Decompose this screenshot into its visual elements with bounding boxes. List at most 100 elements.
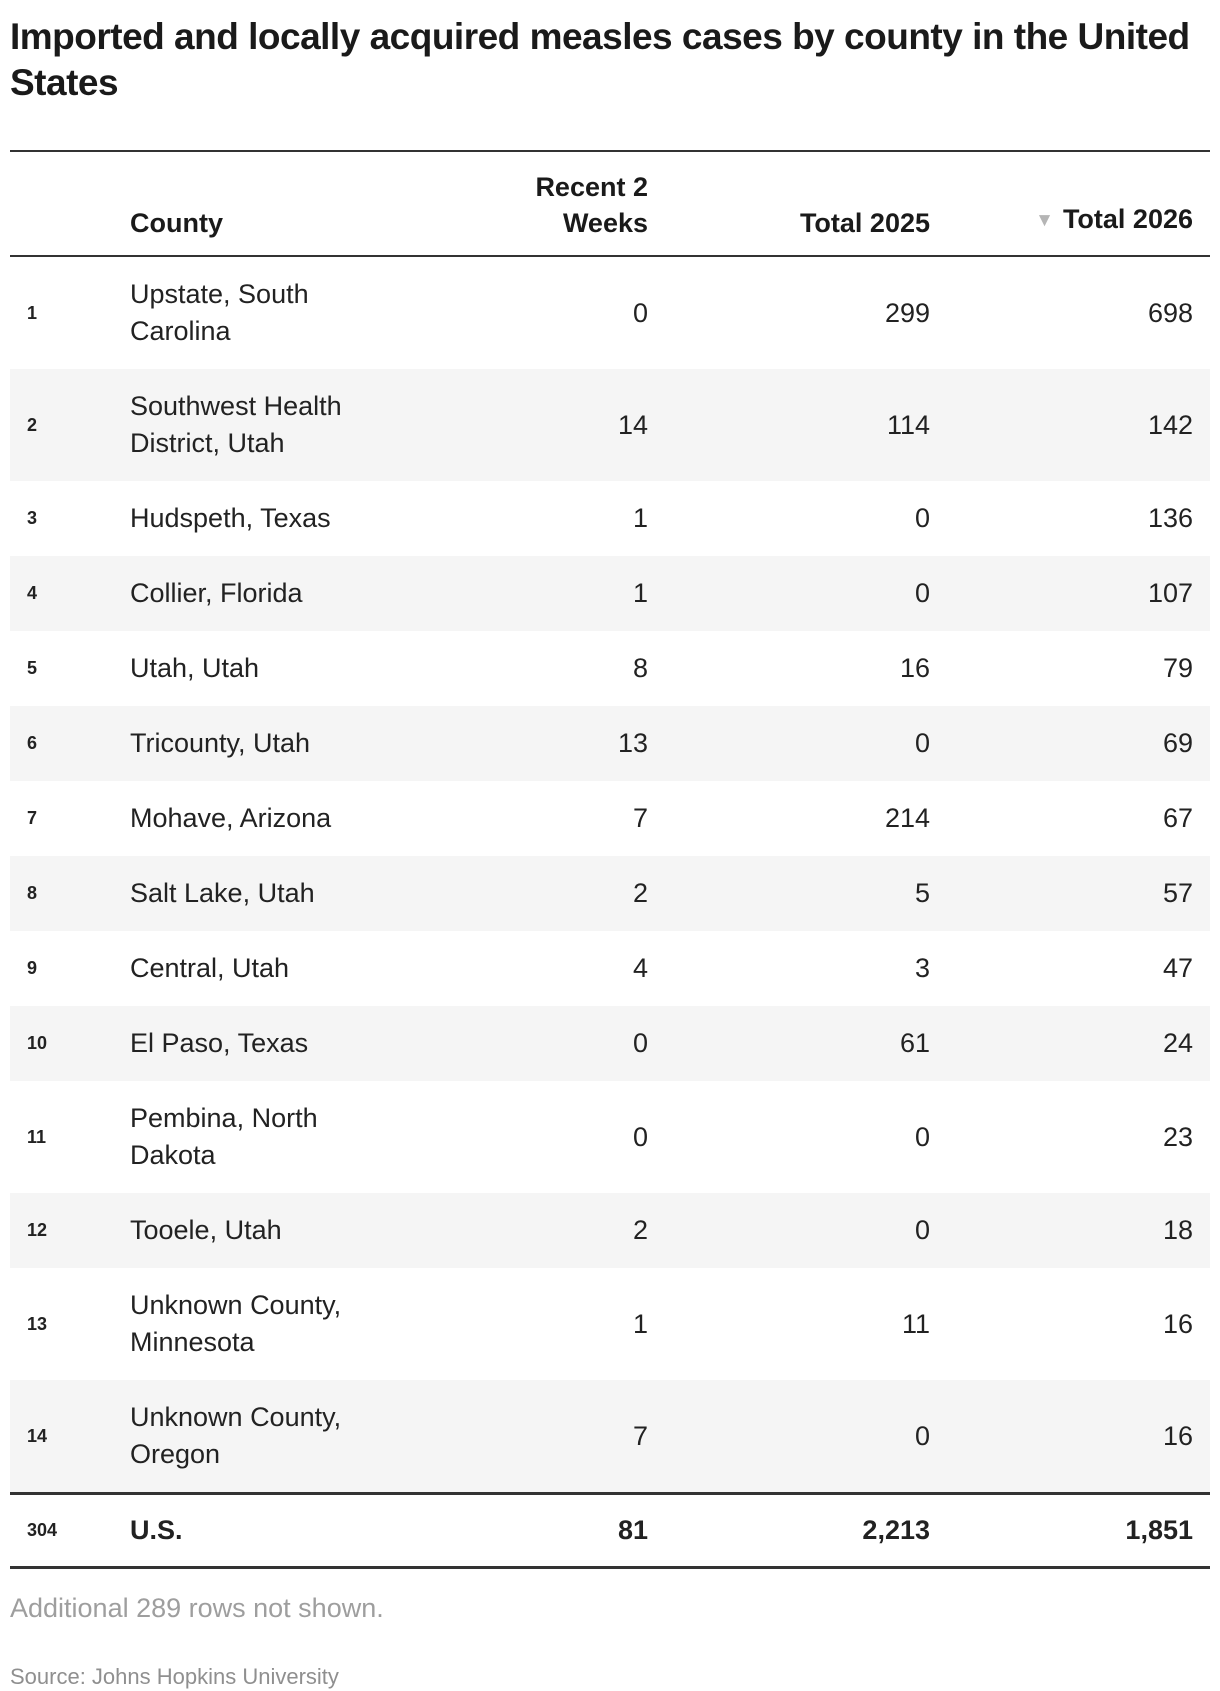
- table-row: 1 Upstate, South Carolina 0 299 698: [10, 256, 1210, 369]
- county-name: Salt Lake, Utah: [130, 878, 315, 908]
- table-row: 13 Unknown County, Minnesota 1 11 16: [10, 1268, 1210, 1380]
- table-row: 11 Pembina, North Dakota 0 0 23: [10, 1081, 1210, 1193]
- total-2026-cell: 23: [1162, 1121, 1193, 1152]
- column-header-total-2026[interactable]: ▼ Total 2026: [947, 150, 1210, 257]
- total-2026-cell: 142: [1147, 409, 1193, 440]
- table-row: 12 Tooele, Utah 2 0 18: [10, 1193, 1210, 1268]
- table-row: 2 Southwest Health District, Utah 14 114…: [10, 369, 1210, 481]
- row-index: 4: [27, 583, 38, 603]
- source-attribution: Source: Johns Hopkins University: [10, 1664, 339, 1689]
- total-2025-cell: 0: [914, 503, 930, 533]
- county-cell: Utah, Utah: [120, 631, 420, 706]
- recent-2-weeks-cell: 8: [632, 653, 648, 683]
- table-header: County Recent 2 Weeks Total 2025 ▼ Total …: [10, 150, 1210, 257]
- recent-2-weeks-cell: 7: [632, 1420, 648, 1451]
- total-2025-cell: 114: [886, 409, 930, 440]
- row-index: 14: [27, 1425, 48, 1446]
- county-cell: Unknown County, Minnesota: [120, 1268, 420, 1380]
- total-2025-cell: 299: [884, 297, 930, 328]
- row-index: 8: [27, 883, 38, 903]
- county-name: Tricounty, Utah: [130, 728, 311, 758]
- county-name: Tooele, Utah: [130, 1215, 282, 1245]
- rows-not-shown-note: Additional 289 rows not shown.: [10, 1593, 384, 1623]
- column-header-recent-2-weeks[interactable]: Recent 2 Weeks: [420, 150, 665, 257]
- column-header-county[interactable]: County: [120, 150, 420, 257]
- total-2025-cell: 0: [914, 578, 930, 608]
- column-header-total-2025[interactable]: Total 2025: [665, 150, 947, 257]
- county-cell: Tricounty, Utah: [120, 706, 420, 781]
- total-recent-2-weeks: 81: [420, 1492, 665, 1569]
- page: Imported and locally acquired measles ca…: [0, 14, 1220, 1691]
- page-title: Imported and locally acquired measles ca…: [10, 16, 1190, 103]
- row-index: 5: [27, 658, 38, 678]
- table-row: 7 Mohave, Arizona 7 214 67: [10, 781, 1210, 856]
- column-header-total-2026-label: Total 2026: [1062, 204, 1193, 234]
- county-name: Collier, Florida: [130, 578, 303, 608]
- total-2025-cell: 5: [914, 878, 930, 908]
- total-2025-cell: 3: [914, 953, 930, 983]
- county-name: Upstate, South Carolina: [130, 279, 309, 346]
- row-index: 6: [27, 733, 38, 753]
- county-name: Hudspeth, Texas: [130, 503, 331, 533]
- total-2025-sum: 2,213: [665, 1492, 947, 1569]
- total-2026-cell: 24: [1162, 1028, 1193, 1058]
- measles-cases-table: County Recent 2 Weeks Total 2025 ▼ Total …: [10, 150, 1210, 1569]
- row-index: 2: [27, 414, 38, 435]
- total-2026-cell: 47: [1162, 953, 1193, 983]
- us-total-row: 304 U.S. 81 2,213 1,851: [10, 1492, 1210, 1569]
- county-cell: El Paso, Texas: [120, 1006, 420, 1081]
- recent-2-weeks-cell: 2: [632, 878, 648, 908]
- county-cell: Mohave, Arizona: [120, 781, 420, 856]
- total-2026-cell: 67: [1162, 803, 1193, 833]
- county-name: Southwest Health District, Utah: [130, 391, 342, 458]
- county-cell: Central, Utah: [120, 931, 420, 1006]
- total-row-label: U.S.: [120, 1492, 420, 1569]
- table-row: 3 Hudspeth, Texas 1 0 136: [10, 481, 1210, 556]
- county-name: Mohave, Arizona: [130, 803, 332, 833]
- row-index: 11: [27, 1126, 47, 1147]
- total-2026-sum: 1,851: [947, 1492, 1210, 1569]
- column-header-recent-label: Recent 2 Weeks: [535, 172, 648, 238]
- county-name: Central, Utah: [130, 953, 290, 983]
- row-index: 12: [27, 1220, 48, 1240]
- total-2026-cell: 16: [1162, 1308, 1193, 1339]
- recent-2-weeks-cell: 1: [632, 578, 648, 608]
- county-cell: Salt Lake, Utah: [120, 856, 420, 931]
- recent-2-weeks-cell: 7: [632, 803, 648, 833]
- total-2025-cell: 0: [914, 1215, 930, 1245]
- recent-2-weeks-cell: 13: [617, 728, 648, 758]
- row-index: 13: [27, 1313, 48, 1334]
- total-2026-cell: 16: [1162, 1420, 1193, 1451]
- table-row: 8 Salt Lake, Utah 2 5 57: [10, 856, 1210, 931]
- row-index: 1: [27, 302, 38, 323]
- county-name: Unknown County, Oregon: [130, 1402, 342, 1469]
- recent-2-weeks-cell: 1: [632, 1308, 648, 1339]
- county-cell: Unknown County, Oregon: [120, 1380, 420, 1494]
- county-cell: Pembina, North Dakota: [120, 1081, 420, 1193]
- table-row: 10 El Paso, Texas 0 61 24: [10, 1006, 1210, 1081]
- total-row-index: 304: [10, 1492, 120, 1569]
- recent-2-weeks-cell: 0: [632, 1028, 648, 1058]
- recent-2-weeks-cell: 0: [632, 297, 648, 328]
- county-name: El Paso, Texas: [130, 1028, 309, 1058]
- row-index: 3: [27, 508, 38, 528]
- recent-2-weeks-cell: 1: [632, 503, 648, 533]
- table-total-row: 304 U.S. 81 2,213 1,851: [10, 1492, 1210, 1569]
- total-2025-cell: 11: [901, 1308, 930, 1339]
- table-row: 5 Utah, Utah 8 16 79: [10, 631, 1210, 706]
- sort-desc-icon: ▼: [1035, 210, 1054, 231]
- county-cell: Upstate, South Carolina: [120, 256, 420, 369]
- county-cell: Hudspeth, Texas: [120, 481, 420, 556]
- total-2026-cell: 18: [1162, 1215, 1193, 1245]
- county-cell: Tooele, Utah: [120, 1193, 420, 1268]
- total-2025-cell: 0: [914, 1420, 930, 1451]
- recent-2-weeks-cell: 4: [632, 953, 648, 983]
- county-name: Unknown County, Minnesota: [130, 1290, 342, 1357]
- table-row: 14 Unknown County, Oregon 7 0 16: [10, 1380, 1210, 1494]
- total-2025-cell: 0: [914, 1121, 930, 1152]
- county-name: Pembina, North Dakota: [130, 1103, 318, 1170]
- recent-2-weeks-cell: 2: [632, 1215, 648, 1245]
- table-row: 6 Tricounty, Utah 13 0 69: [10, 706, 1210, 781]
- county-cell: Southwest Health District, Utah: [120, 369, 420, 481]
- total-2026-cell: 69: [1162, 728, 1193, 758]
